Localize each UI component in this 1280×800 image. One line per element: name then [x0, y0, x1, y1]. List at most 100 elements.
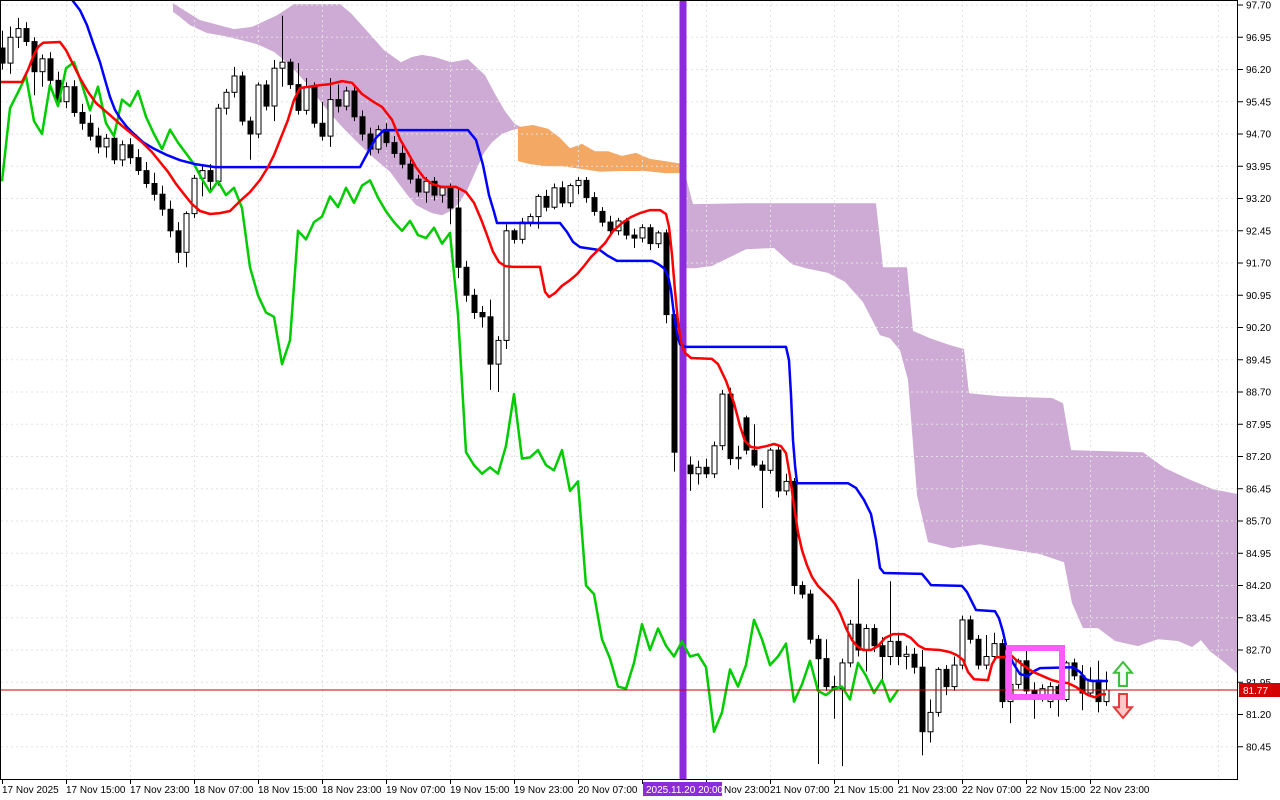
- price-axis-label: 95.45: [1246, 97, 1271, 108]
- candle: [423, 180, 430, 193]
- candle: [863, 628, 870, 651]
- candle: [255, 84, 262, 135]
- time-axis: 17 Nov 2025 17 Nov 15:00 17 Nov 23:00 18 No…: [2, 780, 1150, 796]
- candle: [479, 312, 486, 318]
- rect-object[interactable]: [1006, 645, 1065, 700]
- time-axis-label: 21 Nov 07:00: [770, 785, 830, 796]
- candle: [815, 638, 822, 660]
- candle: [759, 464, 766, 471]
- candle: [567, 185, 574, 204]
- kumo-right-purple: [684, 170, 1237, 674]
- candle: [279, 61, 286, 69]
- candle: [79, 112, 86, 124]
- candle: [303, 86, 310, 111]
- price-axis-label: 96.20: [1246, 65, 1271, 76]
- candle: [263, 84, 270, 107]
- time-axis-label: 22 Nov 07:00: [962, 785, 1022, 796]
- candle: [575, 179, 582, 187]
- candle: [95, 135, 102, 148]
- candle: [959, 619, 966, 666]
- candle: [103, 137, 110, 148]
- candle: [47, 58, 54, 81]
- candle: [519, 221, 526, 240]
- candle: [543, 195, 550, 208]
- candle: [271, 67, 278, 107]
- candle: [407, 163, 414, 180]
- chikou-layer: [0, 60, 900, 733]
- candle: [511, 230, 518, 240]
- price-axis: 97.70 96.95 96.20 95.45 94.70 93.95 93.20 92.45…: [1237, 1, 1271, 753]
- candle: [695, 466, 702, 475]
- candle: [215, 107, 222, 182]
- price-axis-label: 92.45: [1246, 226, 1271, 237]
- candle: [727, 393, 734, 460]
- candle: [583, 179, 590, 199]
- candle: [383, 129, 390, 144]
- candle: [871, 628, 878, 647]
- grid-lines: [1, 0, 1237, 779]
- price-axis-label: 80.45: [1246, 742, 1271, 753]
- candle: [447, 187, 454, 209]
- price-axis-label: 86.45: [1246, 484, 1271, 495]
- price-axis-label: 90.95: [1246, 291, 1271, 302]
- candle: [207, 170, 214, 182]
- price-axis-label: 87.95: [1246, 420, 1271, 431]
- arrow-up-icon[interactable]: [1111, 660, 1135, 687]
- price-axis-label: 91.70: [1246, 259, 1271, 270]
- candle: [647, 227, 654, 245]
- candle: [807, 593, 814, 640]
- candle: [775, 449, 782, 492]
- candle: [847, 623, 854, 664]
- vline-time-label: 2025.11.20 20:00: [646, 785, 724, 796]
- highlight-rectangle[interactable]: [1006, 645, 1065, 700]
- time-axis-label: 22 Nov 23:00: [1090, 785, 1150, 796]
- price-axis-label: 84.95: [1246, 549, 1271, 560]
- candle: [175, 230, 182, 253]
- time-axis-label: 17 Nov 15:00: [66, 785, 126, 796]
- candle: [7, 36, 14, 64]
- candle: [735, 456, 742, 460]
- candle: [143, 170, 150, 185]
- current-price-marker: 81.77: [1239, 682, 1280, 697]
- time-axis-label: 19 Nov 15:00: [450, 785, 510, 796]
- candle: [527, 216, 534, 223]
- candle: [495, 339, 502, 365]
- candle: [439, 187, 446, 196]
- candle: [455, 207, 462, 268]
- candle: [127, 144, 134, 159]
- tenkan-sen-line: [0, 40, 1106, 699]
- candle: [783, 480, 790, 492]
- price-axis-label: 93.95: [1246, 162, 1271, 173]
- candle: [903, 653, 910, 657]
- price-axis-label: 81.20: [1246, 710, 1271, 721]
- candle: [703, 466, 710, 475]
- arrow-down-icon[interactable]: [1111, 693, 1135, 720]
- candle: [223, 91, 230, 109]
- price-axis-label: 85.70: [1246, 517, 1271, 528]
- candle: [671, 314, 678, 453]
- vline-time-label-bg: [643, 782, 722, 796]
- candle: [503, 230, 510, 341]
- candle: [135, 157, 142, 172]
- candle: [159, 193, 166, 210]
- time-axis-label: 17 Nov 23:00: [130, 785, 190, 796]
- candle: [991, 643, 998, 657]
- candle: [631, 234, 638, 239]
- current-price-label: 81.77: [1243, 686, 1268, 697]
- time-axis-label: Nov 23:00: [724, 785, 770, 796]
- candle: [799, 585, 806, 595]
- candle: [23, 28, 30, 42]
- price-axis-label: 90.20: [1246, 323, 1271, 334]
- candle: [119, 144, 126, 161]
- candle: [927, 711, 934, 733]
- candle: [887, 640, 894, 658]
- time-axis-label: 20 Nov 07:00: [578, 785, 638, 796]
- candle: [351, 90, 358, 118]
- candle: [535, 195, 542, 218]
- arrow-objects[interactable]: [1111, 660, 1135, 720]
- price-axis-label: 93.20: [1246, 194, 1271, 205]
- candle: [343, 90, 350, 107]
- candle: [879, 645, 886, 658]
